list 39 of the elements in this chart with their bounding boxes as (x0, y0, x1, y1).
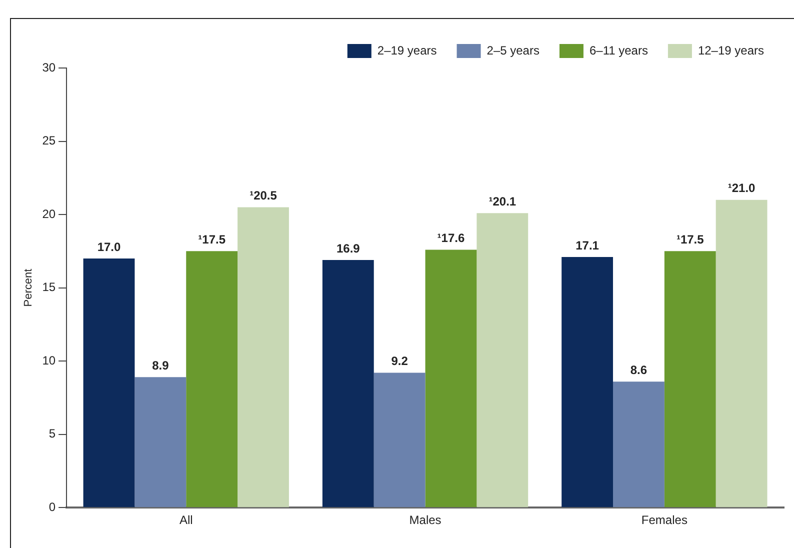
bar (238, 207, 289, 508)
bar (562, 257, 614, 508)
data-label: 8.9 (152, 358, 170, 372)
legend-label: 12–19 years (698, 43, 764, 58)
bar (374, 372, 426, 508)
data-label: 17.0 (97, 240, 121, 254)
x-tick-label: Males (409, 513, 442, 528)
data-label: 17.1 (576, 238, 600, 252)
bar (664, 251, 716, 508)
x-tick-label: Females (641, 513, 688, 528)
data-label: ¹20.5 (250, 188, 278, 203)
legend-label: 2–5 years (486, 43, 540, 58)
bar (476, 213, 528, 508)
legend-label: 6–11 years (589, 43, 648, 58)
bar (186, 251, 238, 508)
y-tick-label: 10 (42, 353, 56, 368)
data-label: ¹17.6 (437, 231, 465, 246)
data-label: 8.6 (630, 362, 648, 377)
data-label: ¹20.1 (488, 194, 516, 208)
data-label: 16.9 (336, 241, 360, 256)
y-tick-label: 15 (42, 280, 56, 294)
bar (322, 260, 374, 508)
bar (613, 382, 664, 508)
bar (425, 250, 477, 508)
y-tick-label: 5 (48, 426, 56, 441)
bar (83, 258, 135, 508)
bar (716, 200, 768, 508)
y-tick-label: 30 (42, 60, 56, 74)
data-label: ¹17.5 (198, 232, 226, 246)
y-tick-label: 20 (42, 206, 56, 221)
legend-label: 2–19 years (377, 43, 437, 58)
data-label: ¹21.0 (728, 181, 756, 196)
y-tick-label: 25 (42, 134, 56, 148)
y-axis-title: Percent (22, 268, 35, 307)
x-tick-label: All (179, 513, 193, 528)
data-label: ¹17.5 (676, 232, 704, 246)
y-tick-label: 0 (48, 500, 56, 514)
bar (134, 377, 186, 508)
data-label: 9.2 (391, 354, 408, 368)
